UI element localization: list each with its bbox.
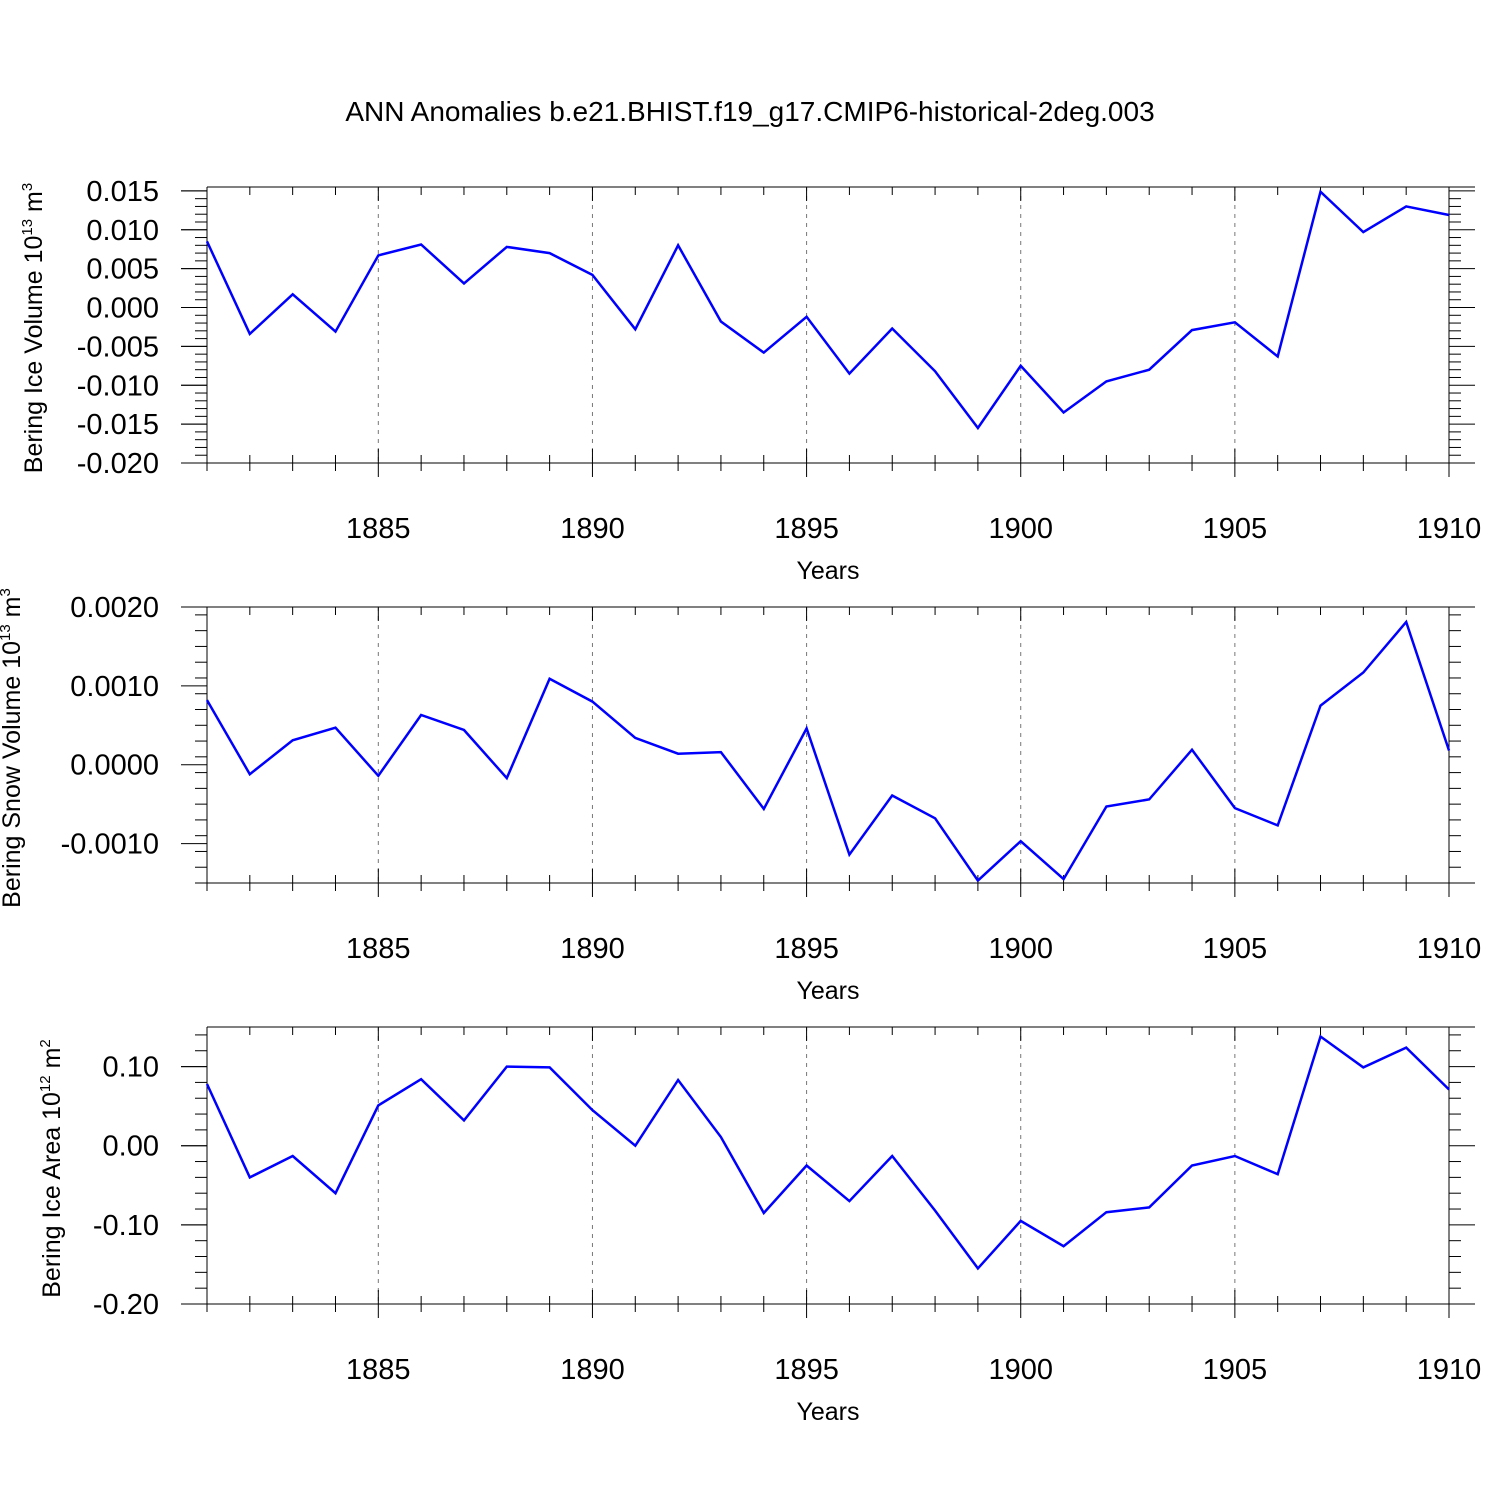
y-tick-label: -0.005: [77, 331, 159, 363]
x-tick-label: 1885: [346, 513, 411, 545]
series-line: [205, 189, 1450, 431]
x-tick-label: 1910: [1417, 513, 1482, 545]
y-axis-label: Bering Ice Area 1012 m2: [37, 1039, 66, 1298]
x-tick-label: 1885: [346, 933, 411, 965]
x-tick-label: 1890: [560, 513, 625, 545]
x-axis-label: Years: [796, 557, 859, 585]
series-line: [205, 619, 1451, 883]
x-tick-label: 1905: [1203, 513, 1268, 545]
y-tick-label: 0.0000: [70, 750, 159, 782]
series-line: [205, 1034, 1450, 1271]
y-tick-label: -0.10: [93, 1210, 159, 1242]
y-tick-label: 0.000: [86, 293, 159, 325]
panel-1: -0.020 -0.015 -0.010 -0.005 0.000 0.005 0.010 0…: [19, 176, 1481, 585]
x-tick-label: 1905: [1203, 933, 1268, 965]
x-tick-label: 1910: [1417, 1354, 1482, 1386]
y-tick-label: 0.00: [103, 1131, 159, 1163]
y-tick-label: 0.010: [86, 215, 159, 247]
x-axis-label: Years: [796, 977, 859, 1005]
x-tick-label: 1885: [346, 1354, 411, 1386]
x-tick-label: 1910: [1417, 933, 1482, 965]
x-tick-label: 1900: [988, 1354, 1053, 1386]
x-tick-label: 1890: [560, 1354, 625, 1386]
y-tick-label: -0.0010: [61, 829, 159, 861]
y-tick-label: 0.0010: [70, 671, 159, 703]
x-tick-label: 1895: [774, 1354, 839, 1386]
y-axis-label: Bering Snow Volume 1013 m3: [0, 588, 26, 908]
panel-3: -0.20 -0.10 0.00 0.10 1885 1890 1895 1900 1905 19…: [37, 1026, 1482, 1426]
x-tick-label: 1905: [1203, 1354, 1268, 1386]
y-tick-label: -0.010: [77, 370, 159, 402]
x-tick-label: 1900: [988, 513, 1053, 545]
x-tick-label: 1895: [774, 513, 839, 545]
y-tick-label: -0.020: [77, 448, 159, 480]
y-tick-label: -0.015: [77, 409, 159, 441]
panel-2: -0.0010 0.0000 0.0010 0.0020 1885 1890 1895 190…: [0, 588, 1481, 1005]
x-tick-label: 1900: [988, 933, 1053, 965]
y-tick-label: 0.10: [103, 1052, 159, 1084]
x-tick-label: 1890: [560, 933, 625, 965]
x-axis-label: Years: [796, 1398, 859, 1426]
y-axis-label: Bering Ice Volume 1013 m3: [19, 183, 48, 473]
y-tick-label: -0.20: [93, 1289, 159, 1321]
y-tick-label: 0.005: [86, 254, 159, 286]
y-tick-label: 0.015: [86, 176, 159, 208]
x-tick-label: 1895: [774, 933, 839, 965]
y-tick-label: 0.0020: [70, 592, 159, 624]
figure-title: ANN Anomalies b.e21.BHIST.f19_g17.CMIP6-…: [345, 96, 1155, 127]
